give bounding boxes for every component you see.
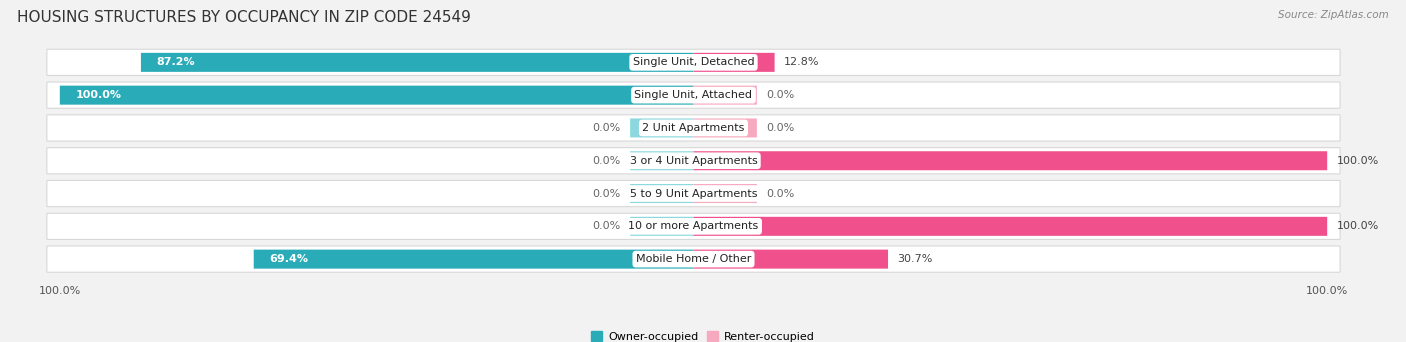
Text: 2 Unit Apartments: 2 Unit Apartments	[643, 123, 745, 133]
FancyBboxPatch shape	[630, 151, 693, 170]
Text: 30.7%: 30.7%	[897, 254, 934, 264]
FancyBboxPatch shape	[46, 246, 1340, 272]
Text: 0.0%: 0.0%	[592, 188, 620, 199]
Text: 0.0%: 0.0%	[592, 156, 620, 166]
Text: Single Unit, Detached: Single Unit, Detached	[633, 57, 754, 67]
Text: 87.2%: 87.2%	[156, 57, 195, 67]
Legend: Owner-occupied, Renter-occupied: Owner-occupied, Renter-occupied	[592, 331, 814, 342]
FancyBboxPatch shape	[693, 217, 1327, 236]
FancyBboxPatch shape	[693, 184, 756, 203]
FancyBboxPatch shape	[46, 115, 1340, 141]
Text: 0.0%: 0.0%	[766, 123, 794, 133]
FancyBboxPatch shape	[253, 250, 693, 268]
FancyBboxPatch shape	[46, 82, 1340, 108]
FancyBboxPatch shape	[630, 184, 693, 203]
Text: 0.0%: 0.0%	[766, 188, 794, 199]
Text: 0.0%: 0.0%	[766, 90, 794, 100]
Text: 69.4%: 69.4%	[270, 254, 308, 264]
Text: 100.0%: 100.0%	[1337, 156, 1379, 166]
FancyBboxPatch shape	[630, 217, 693, 236]
Text: 12.8%: 12.8%	[785, 57, 820, 67]
Text: 0.0%: 0.0%	[592, 221, 620, 231]
FancyBboxPatch shape	[693, 53, 775, 72]
FancyBboxPatch shape	[60, 86, 693, 105]
FancyBboxPatch shape	[141, 53, 693, 72]
Text: 100.0%: 100.0%	[1337, 221, 1379, 231]
Text: Source: ZipAtlas.com: Source: ZipAtlas.com	[1278, 10, 1389, 20]
FancyBboxPatch shape	[630, 118, 693, 137]
FancyBboxPatch shape	[46, 49, 1340, 76]
Text: Mobile Home / Other: Mobile Home / Other	[636, 254, 751, 264]
FancyBboxPatch shape	[693, 118, 756, 137]
Text: 5 to 9 Unit Apartments: 5 to 9 Unit Apartments	[630, 188, 758, 199]
FancyBboxPatch shape	[693, 86, 756, 105]
Text: HOUSING STRUCTURES BY OCCUPANCY IN ZIP CODE 24549: HOUSING STRUCTURES BY OCCUPANCY IN ZIP C…	[17, 10, 471, 25]
Text: 10 or more Apartments: 10 or more Apartments	[628, 221, 759, 231]
Text: 3 or 4 Unit Apartments: 3 or 4 Unit Apartments	[630, 156, 758, 166]
FancyBboxPatch shape	[693, 151, 1327, 170]
Text: 100.0%: 100.0%	[76, 90, 122, 100]
FancyBboxPatch shape	[693, 250, 889, 268]
FancyBboxPatch shape	[46, 213, 1340, 239]
Text: 0.0%: 0.0%	[592, 123, 620, 133]
FancyBboxPatch shape	[46, 148, 1340, 174]
FancyBboxPatch shape	[46, 181, 1340, 207]
Text: Single Unit, Attached: Single Unit, Attached	[634, 90, 752, 100]
